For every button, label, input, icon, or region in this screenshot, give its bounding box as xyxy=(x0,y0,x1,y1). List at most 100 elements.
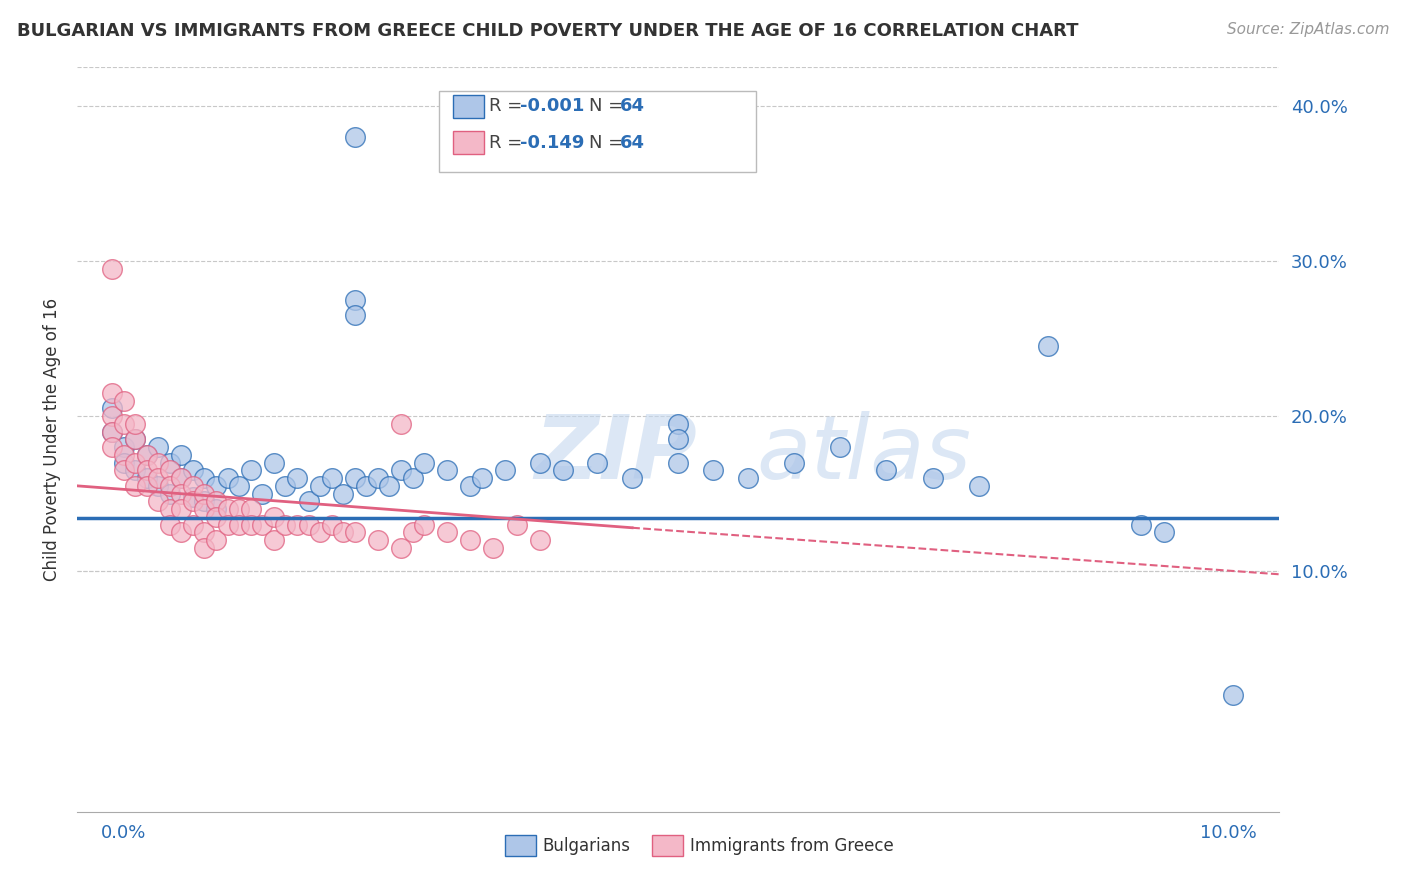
Point xyxy=(124,417,146,431)
Text: R =: R = xyxy=(489,97,529,115)
Point xyxy=(101,409,124,423)
Point xyxy=(205,502,228,516)
Point xyxy=(112,417,135,431)
Point xyxy=(181,517,204,532)
Point xyxy=(159,463,181,477)
Point xyxy=(332,525,354,540)
Point xyxy=(274,517,297,532)
Point xyxy=(436,525,458,540)
Point xyxy=(112,393,135,408)
Point xyxy=(482,541,505,555)
Point xyxy=(389,541,412,555)
Point xyxy=(551,463,574,477)
Point xyxy=(830,440,852,454)
Point xyxy=(783,456,806,470)
Point xyxy=(297,494,319,508)
Point xyxy=(170,486,193,500)
Point xyxy=(1153,525,1175,540)
Point xyxy=(112,448,135,462)
Point xyxy=(124,432,146,446)
Point xyxy=(586,456,609,470)
Text: N =: N = xyxy=(589,134,628,152)
Point xyxy=(1222,689,1244,703)
Point xyxy=(332,486,354,500)
Point xyxy=(702,463,724,477)
Point xyxy=(205,509,228,524)
Point xyxy=(135,479,157,493)
Point xyxy=(297,517,319,532)
Point xyxy=(505,517,527,532)
Point xyxy=(239,502,262,516)
Point xyxy=(413,456,436,470)
Point xyxy=(170,471,193,485)
Point xyxy=(170,448,193,462)
Point xyxy=(159,456,181,470)
Point xyxy=(321,517,343,532)
Point xyxy=(252,486,274,500)
Point xyxy=(112,463,135,477)
Point xyxy=(101,261,124,276)
Point xyxy=(321,471,343,485)
Point xyxy=(124,456,146,470)
Point xyxy=(921,471,943,485)
Point xyxy=(135,463,157,477)
Point xyxy=(101,425,124,439)
Point xyxy=(112,440,135,454)
Text: 0.0%: 0.0% xyxy=(100,824,146,842)
Point xyxy=(460,533,482,548)
Point xyxy=(668,456,690,470)
Point xyxy=(737,471,759,485)
Text: 64: 64 xyxy=(620,134,645,152)
Point xyxy=(263,456,285,470)
Point xyxy=(228,502,250,516)
Point xyxy=(135,448,157,462)
Point xyxy=(228,517,250,532)
Point xyxy=(401,471,423,485)
Point xyxy=(494,463,516,477)
Point xyxy=(239,517,262,532)
Point xyxy=(460,479,482,493)
Point xyxy=(378,479,401,493)
Point xyxy=(193,525,215,540)
Point xyxy=(135,471,157,485)
Point xyxy=(875,463,897,477)
Text: 10.0%: 10.0% xyxy=(1199,824,1257,842)
Point xyxy=(356,479,378,493)
Point xyxy=(181,479,204,493)
Point xyxy=(148,479,170,493)
Point xyxy=(193,486,215,500)
Text: Source: ZipAtlas.com: Source: ZipAtlas.com xyxy=(1226,22,1389,37)
Point xyxy=(159,502,181,516)
Text: ZIP: ZIP xyxy=(534,410,697,498)
Point xyxy=(285,517,308,532)
Point xyxy=(159,517,181,532)
Point xyxy=(389,417,412,431)
Point xyxy=(124,479,146,493)
Point xyxy=(471,471,494,485)
Point xyxy=(343,293,366,307)
Point xyxy=(309,479,332,493)
Point xyxy=(367,471,389,485)
Text: 64: 64 xyxy=(620,97,645,115)
Point xyxy=(668,432,690,446)
Point xyxy=(621,471,644,485)
Point xyxy=(170,525,193,540)
Point xyxy=(148,456,170,470)
Point xyxy=(135,448,157,462)
Point xyxy=(274,479,297,493)
Point xyxy=(343,525,366,540)
Point xyxy=(159,486,181,500)
Point xyxy=(529,456,551,470)
Point xyxy=(263,533,285,548)
Point xyxy=(148,440,170,454)
Point xyxy=(193,494,215,508)
Text: Immigrants from Greece: Immigrants from Greece xyxy=(690,837,894,855)
Point xyxy=(124,463,146,477)
Point xyxy=(101,401,124,416)
Point xyxy=(217,517,239,532)
Point xyxy=(181,494,204,508)
Point xyxy=(529,533,551,548)
Point xyxy=(148,494,170,508)
Point xyxy=(193,471,215,485)
Point xyxy=(205,533,228,548)
